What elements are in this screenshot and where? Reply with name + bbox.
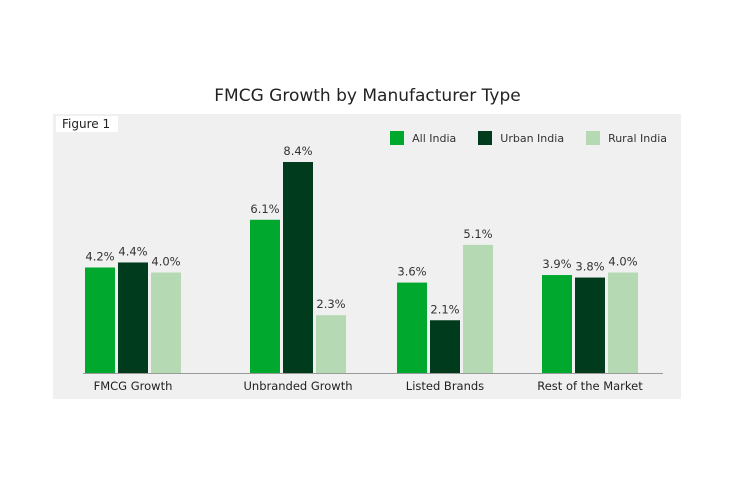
legend-item-all-india: All India (390, 131, 456, 145)
bar-rural-india (463, 244, 493, 373)
chart-title: FMCG Growth by Manufacturer Type (214, 86, 521, 106)
data-label: 6.1% (250, 202, 279, 216)
legend: All India Urban India Rural India (390, 131, 667, 145)
data-label: 4.0% (608, 255, 637, 269)
data-label: 2.1% (430, 302, 459, 316)
bar-rural-india (608, 272, 638, 373)
bar-all-india (250, 219, 280, 373)
figure-label: Figure 1 (56, 116, 119, 132)
legend-item-rural-india: Rural India (586, 131, 667, 145)
legend-swatch (390, 131, 405, 145)
bar-urban-india (430, 320, 460, 373)
bar-all-india (85, 267, 115, 373)
data-label: 3.8% (575, 260, 604, 274)
data-label: 3.6% (397, 265, 426, 279)
legend-item-urban-india: Urban India (478, 131, 564, 145)
category-label: FMCG Growth (94, 379, 173, 393)
bar-rural-india (151, 272, 181, 373)
data-label: 3.9% (542, 257, 571, 271)
bar-urban-india (283, 162, 313, 373)
legend-swatch (586, 131, 601, 145)
legend-label: All India (412, 131, 457, 145)
legend-swatch (478, 131, 493, 145)
data-label: 2.3% (316, 297, 345, 311)
data-label: 4.2% (85, 250, 114, 264)
chart-panel: Figure 1 All India Urban India Rural Ind… (53, 114, 681, 399)
category-label: Listed Brands (406, 379, 484, 393)
bar-all-india (397, 282, 427, 373)
legend-label: Rural India (608, 131, 667, 145)
legend-label: Urban India (500, 131, 565, 145)
data-label: 8.4% (283, 144, 312, 158)
bar-chart-plot: 4.2% 4.4% 4.0% FMCG Growth 6.1% 8.4% 2.3% Unbra… (83, 144, 663, 393)
data-label: 4.4% (118, 244, 147, 258)
bar-rural-india (316, 315, 346, 373)
bar-urban-india (118, 262, 148, 373)
bar-urban-india (575, 277, 605, 373)
category-label: Unbranded Growth (243, 379, 352, 393)
bar-all-india (542, 275, 572, 373)
data-label: 4.0% (151, 255, 180, 269)
category-label: Rest of the Market (537, 379, 643, 393)
data-label: 5.1% (463, 227, 492, 241)
